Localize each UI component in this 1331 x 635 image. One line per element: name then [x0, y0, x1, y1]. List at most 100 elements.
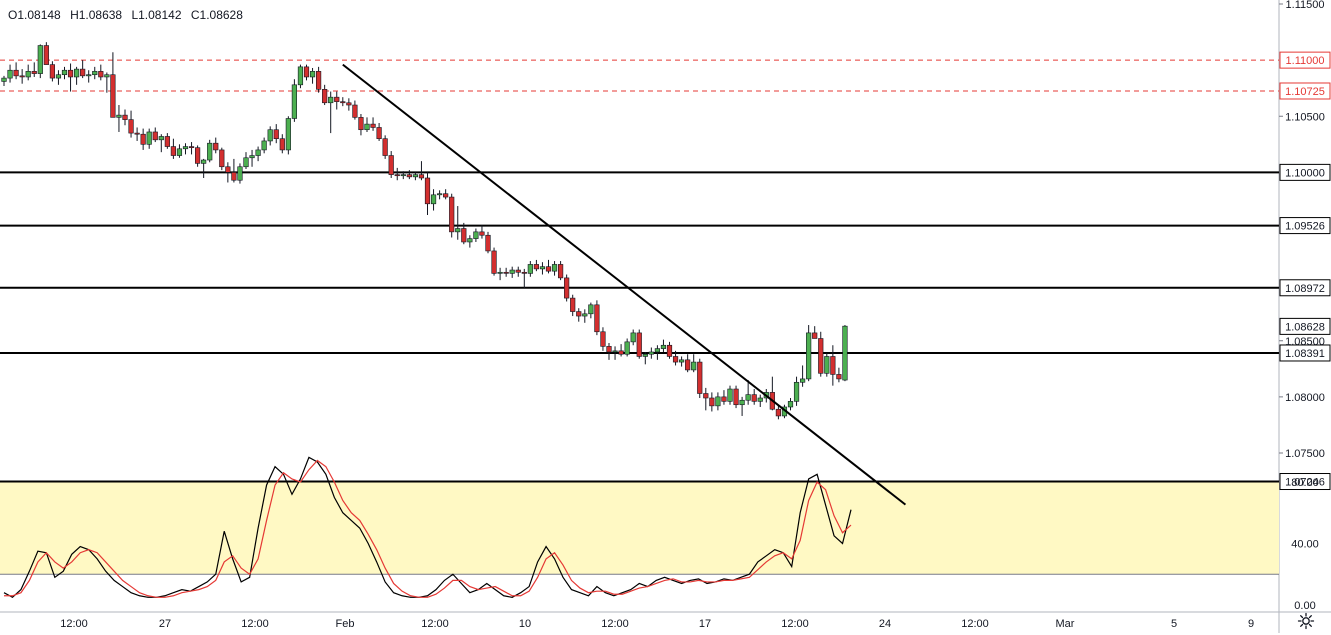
candle-up [92, 71, 98, 76]
candle-down [80, 68, 86, 77]
candle-up [509, 269, 515, 274]
candle-down [43, 45, 49, 65]
candle-up [527, 264, 533, 274]
candle-down [122, 114, 128, 120]
time-tick-label: 17 [699, 618, 711, 630]
ohlc-low: L1.08142 [131, 8, 182, 22]
candle-up [539, 266, 546, 270]
candle-up [678, 359, 685, 363]
candle-up [243, 157, 249, 168]
candle-down [775, 408, 781, 417]
level-label-box [1279, 473, 1331, 491]
candle-up [715, 396, 721, 407]
candle-down [557, 264, 564, 279]
time-tick-label: 12:00 [421, 618, 449, 630]
candle-up [291, 84, 298, 119]
candle-down [703, 393, 709, 399]
candle-down [231, 172, 237, 181]
candle-down [31, 71, 37, 74]
candle-up [261, 140, 267, 151]
candle-up [691, 361, 697, 371]
candle-down [503, 271, 509, 274]
candle-down [388, 155, 394, 175]
candle-up [297, 66, 304, 86]
level-label-box [1279, 51, 1331, 69]
candle-down [485, 234, 491, 252]
candle-up [328, 96, 334, 104]
level-label-box [1279, 279, 1331, 297]
candle-up [467, 238, 473, 243]
candle-down [672, 356, 679, 363]
price-tick-label: 1.07500 [1285, 448, 1325, 460]
candle-down [67, 69, 74, 78]
candle-up [364, 123, 370, 131]
candle-up [37, 45, 43, 74]
stoch-tick-label: 40.00 [1291, 539, 1319, 551]
candle-up [116, 114, 122, 118]
candle-down [376, 127, 382, 139]
candle-down [812, 332, 818, 339]
time-tick-label: 10 [519, 618, 531, 630]
candle-up [745, 394, 751, 401]
candle-up [497, 271, 503, 274]
candle-up [237, 166, 243, 181]
candle-down [733, 388, 739, 406]
candle-up [787, 401, 794, 408]
candle-down [358, 117, 364, 131]
candle-down [721, 396, 727, 402]
candle-up [436, 193, 443, 196]
time-tick-label: 12:00 [961, 618, 989, 630]
time-tick-label: 12:00 [601, 618, 629, 630]
candle-down [352, 104, 358, 118]
candle-down [303, 66, 310, 78]
candle-down [836, 374, 842, 380]
candle-down [685, 359, 691, 371]
candle-up [176, 148, 183, 156]
candle-down [225, 166, 231, 173]
candle-up [806, 332, 812, 380]
candle-up [654, 348, 660, 353]
price-tick-label: 1.10500 [1285, 111, 1325, 123]
candle-up [267, 129, 273, 142]
candle-up [455, 228, 461, 233]
candle-down [152, 131, 158, 141]
level-label-box [1279, 217, 1331, 235]
candle-down [49, 64, 55, 79]
price-tick-label: 1.08500 [1285, 336, 1325, 348]
candle-down [164, 136, 170, 147]
candle-up [824, 356, 830, 374]
candle-down [751, 394, 757, 402]
time-tick-label: 24 [879, 618, 891, 630]
candle-down [570, 297, 576, 312]
time-tick-label: 5 [1171, 618, 1177, 630]
candle-down [19, 75, 25, 78]
candle-up [642, 353, 648, 357]
candle-down [128, 119, 134, 134]
time-tick-label: Mar [1056, 618, 1075, 630]
candle-up [249, 155, 255, 159]
candle-up [799, 378, 806, 383]
candle-down [188, 146, 195, 148]
candle-down [340, 101, 346, 104]
stoch-band [0, 482, 1279, 575]
candle-up [61, 69, 68, 76]
candle-up [793, 381, 800, 402]
candle-up [624, 341, 630, 355]
last-price-box [1279, 317, 1331, 335]
stoch-d-line [4, 459, 852, 598]
candle-up [285, 118, 291, 151]
candle-up [757, 397, 763, 402]
candle-down [134, 132, 140, 135]
gear-icon[interactable] [1297, 612, 1315, 630]
candle-down [140, 133, 146, 145]
candle-up [201, 159, 207, 164]
candle-up [430, 194, 437, 205]
candle-up [473, 231, 479, 239]
candle-down [564, 277, 570, 299]
candle-down [600, 331, 606, 347]
candle-down [479, 231, 485, 236]
level-label-box [1279, 82, 1331, 100]
candle-down [13, 69, 19, 77]
ohlc-open: O1.08148 [8, 8, 61, 22]
